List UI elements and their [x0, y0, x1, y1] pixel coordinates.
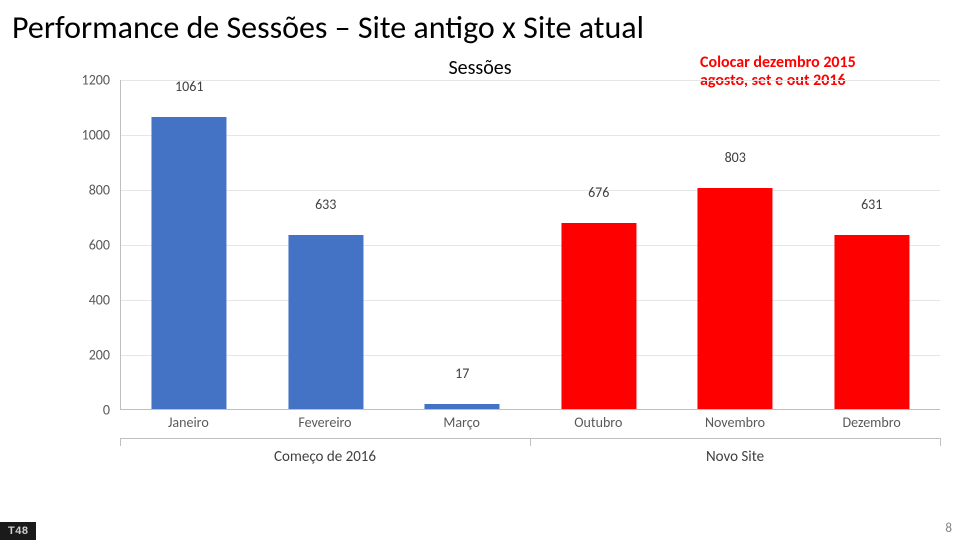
y-tick-label: 400	[55, 292, 110, 309]
group-line	[120, 438, 530, 439]
y-tick-label: 200	[55, 347, 110, 364]
bar	[834, 235, 909, 409]
x-tick-label: Novembro	[667, 414, 804, 431]
x-tick-label: Dezembro	[803, 414, 940, 431]
bar-slot: 631	[804, 80, 940, 409]
bar-value-label: 17	[455, 365, 469, 382]
group-label: Novo Site	[530, 448, 940, 466]
x-tick-label: Outubro	[530, 414, 667, 431]
y-tick-label: 600	[55, 237, 110, 254]
slide: Performance de Sessões – Site antigo x S…	[0, 0, 960, 540]
group-tick	[940, 438, 941, 446]
bar-slot: 17	[394, 80, 530, 409]
bar	[561, 223, 636, 409]
bar	[152, 117, 227, 409]
group-tick	[120, 438, 121, 446]
bar-value-label: 1061	[175, 78, 203, 95]
footer-logo: T48	[0, 522, 36, 540]
group-label: Começo de 2016	[120, 448, 530, 466]
y-tick-label: 1000	[55, 127, 110, 144]
y-tick-label: 0	[55, 402, 110, 419]
plot-area: 1061 633 17 676 803 631	[120, 80, 940, 410]
bar-value-label: 631	[861, 196, 882, 213]
page-number: 8	[945, 521, 952, 536]
annotation-line1: Colocar dezembro 2015	[700, 53, 856, 72]
x-tick-label: Janeiro	[120, 414, 257, 431]
group-line	[530, 438, 940, 439]
bar-slot: 803	[667, 80, 803, 409]
bar-value-label: 676	[588, 184, 609, 201]
x-axis: JaneiroFevereiroMarçoOutubroNovembroDeze…	[120, 414, 940, 438]
bar-value-label: 633	[315, 196, 336, 213]
bar-slot: 676	[531, 80, 667, 409]
bar-slot: 633	[257, 80, 393, 409]
group-tick	[530, 438, 531, 446]
x-tick-label: Fevereiro	[257, 414, 394, 431]
bar	[288, 235, 363, 409]
bar-slot: 1061	[121, 80, 257, 409]
y-tick-label: 1200	[55, 72, 110, 89]
y-tick-label: 800	[55, 182, 110, 199]
bar-chart: 1061 633 17 676 803 631 JaneiroFevereiroMarço…	[60, 80, 940, 450]
x-tick-label: Março	[393, 414, 530, 431]
bars-container: 1061 633 17 676 803 631	[121, 80, 940, 409]
bar	[698, 188, 773, 409]
bar-value-label: 803	[725, 149, 746, 166]
bar	[425, 404, 500, 409]
slide-title: Performance de Sessões – Site antigo x S…	[12, 8, 644, 47]
